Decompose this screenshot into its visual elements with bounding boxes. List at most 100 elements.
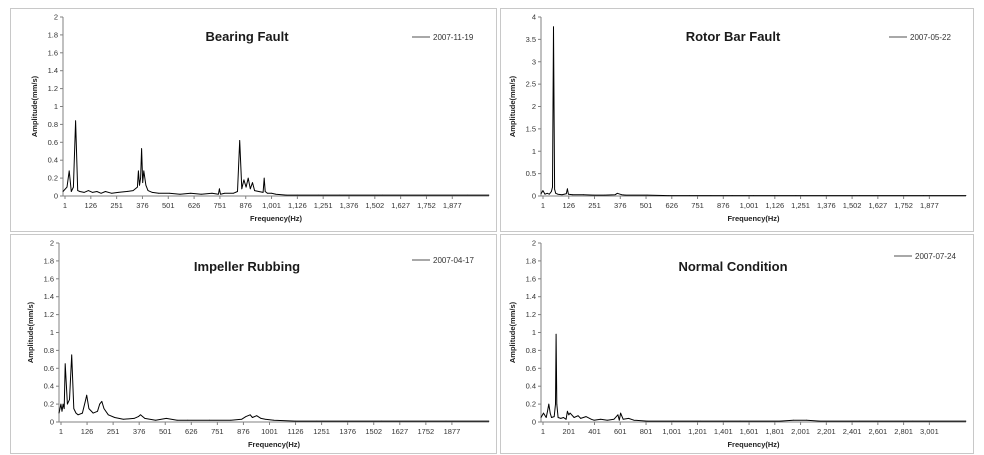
data-point (540, 193, 542, 195)
data-point (859, 420, 861, 422)
data-point (256, 415, 258, 417)
data-point (62, 403, 64, 405)
data-point (296, 194, 298, 196)
y-tick-label: 1.8 (526, 256, 536, 265)
data-point (551, 191, 552, 192)
x-tick-label: 1 (541, 201, 545, 210)
data-point (467, 194, 469, 196)
data-point (556, 403, 558, 405)
data-point (142, 416, 144, 417)
data-point (563, 417, 564, 418)
y-tick-label: 0.2 (526, 400, 536, 409)
data-point (965, 195, 967, 197)
data-point (73, 186, 74, 188)
data-point (82, 412, 83, 414)
data-point (61, 410, 63, 412)
data-point (618, 419, 620, 421)
data-point (258, 191, 260, 192)
y-tick-label: 3 (532, 57, 536, 66)
y-tick-label: 0.6 (44, 364, 54, 373)
data-point (168, 192, 170, 194)
y-tick-label: 1.8 (44, 256, 54, 265)
data-point (264, 191, 266, 192)
y-tick-label: 0 (532, 418, 536, 427)
data-point (275, 193, 277, 195)
chart-title: Normal Condition (678, 259, 787, 274)
y-axis-label: Amplitude(mm/s) (26, 301, 35, 363)
data-point (545, 417, 547, 418)
data-point (142, 182, 144, 184)
y-tick-label: 1.4 (44, 292, 54, 301)
data-point (232, 192, 234, 194)
y-tick-label: 1.5 (526, 124, 536, 133)
data-point (114, 417, 116, 418)
data-point (140, 177, 142, 179)
x-tick-label: 1376 (339, 427, 356, 436)
x-tick-label: 126 (81, 427, 94, 436)
y-axis-label: Amplitude(mm/s) (30, 75, 39, 137)
data-point (200, 193, 202, 195)
x-tick-label: 1 (63, 201, 67, 210)
y-tick-label: 1 (532, 328, 536, 337)
x-tick-label: 376 (136, 201, 149, 210)
x-tick-label: 1627 (391, 427, 408, 436)
data-point (614, 194, 616, 196)
chart-title: Rotor Bar Fault (686, 29, 781, 44)
data-point (243, 179, 245, 181)
data-point (591, 418, 592, 420)
x-tick-label: 2,801 (894, 427, 913, 436)
y-axis-label: Amplitude(mm/s) (508, 301, 517, 363)
data-point (582, 194, 584, 196)
data-point (271, 192, 272, 194)
y-tick-label: 2 (532, 239, 536, 248)
data-point (263, 177, 265, 179)
chart-panel-normal-condition: 0 0.2 0.4 0.6 0.8 1 1.2 1.4 1.6 1.8 2 1 201 401 601 801… (500, 234, 974, 454)
x-tick-label: 876 (239, 201, 252, 210)
data-point (710, 195, 712, 197)
x-tick-label: 1,502 (843, 201, 862, 210)
x-tick-label: 751 (211, 427, 224, 436)
data-point (249, 188, 251, 190)
data-point (66, 186, 68, 188)
data-point (75, 120, 76, 122)
data-point (241, 188, 243, 190)
data-point (622, 418, 624, 420)
y-tick-label: 0.4 (44, 382, 54, 391)
x-tick-label: 1126 (287, 427, 303, 436)
y-tick-label: 0.6 (526, 364, 536, 373)
x-tick-label: 2,201 (817, 427, 836, 436)
data-point (604, 194, 605, 196)
data-point (249, 414, 251, 416)
data-point (779, 420, 781, 422)
x-tick-label: 401 (588, 427, 601, 436)
data-point (64, 363, 66, 365)
data-point (555, 333, 557, 335)
data-point (211, 192, 213, 194)
x-tick-label: 801 (640, 427, 653, 436)
legend-label: 2007-05-22 (910, 33, 951, 42)
data-point (219, 188, 220, 190)
x-tick-label: 1251 (313, 427, 330, 436)
data-point (286, 194, 287, 196)
x-tick-label: 751 (691, 201, 704, 210)
data-point (381, 420, 382, 422)
data-point (543, 412, 544, 414)
data-point (111, 192, 113, 194)
data-point (600, 418, 602, 420)
data-point (617, 414, 619, 416)
series-line (540, 333, 966, 422)
chart-svg: 0 0.5 1 1.5 2 2.5 3 3.5 4 1 126 251 376 501 626 751 876 1… (508, 13, 967, 223)
series-line (62, 120, 489, 196)
data-point (138, 170, 139, 172)
data-point (79, 191, 81, 192)
x-tick-label: 501 (159, 427, 172, 436)
data-point (68, 170, 70, 172)
x-tick-label: 1,627 (868, 201, 887, 210)
x-tick-label: 626 (666, 201, 679, 210)
data-point (445, 420, 447, 422)
y-tick-label: 1.4 (526, 292, 536, 301)
data-point (488, 420, 490, 422)
data-point (620, 412, 621, 414)
data-point (137, 186, 138, 188)
data-point (230, 419, 232, 421)
